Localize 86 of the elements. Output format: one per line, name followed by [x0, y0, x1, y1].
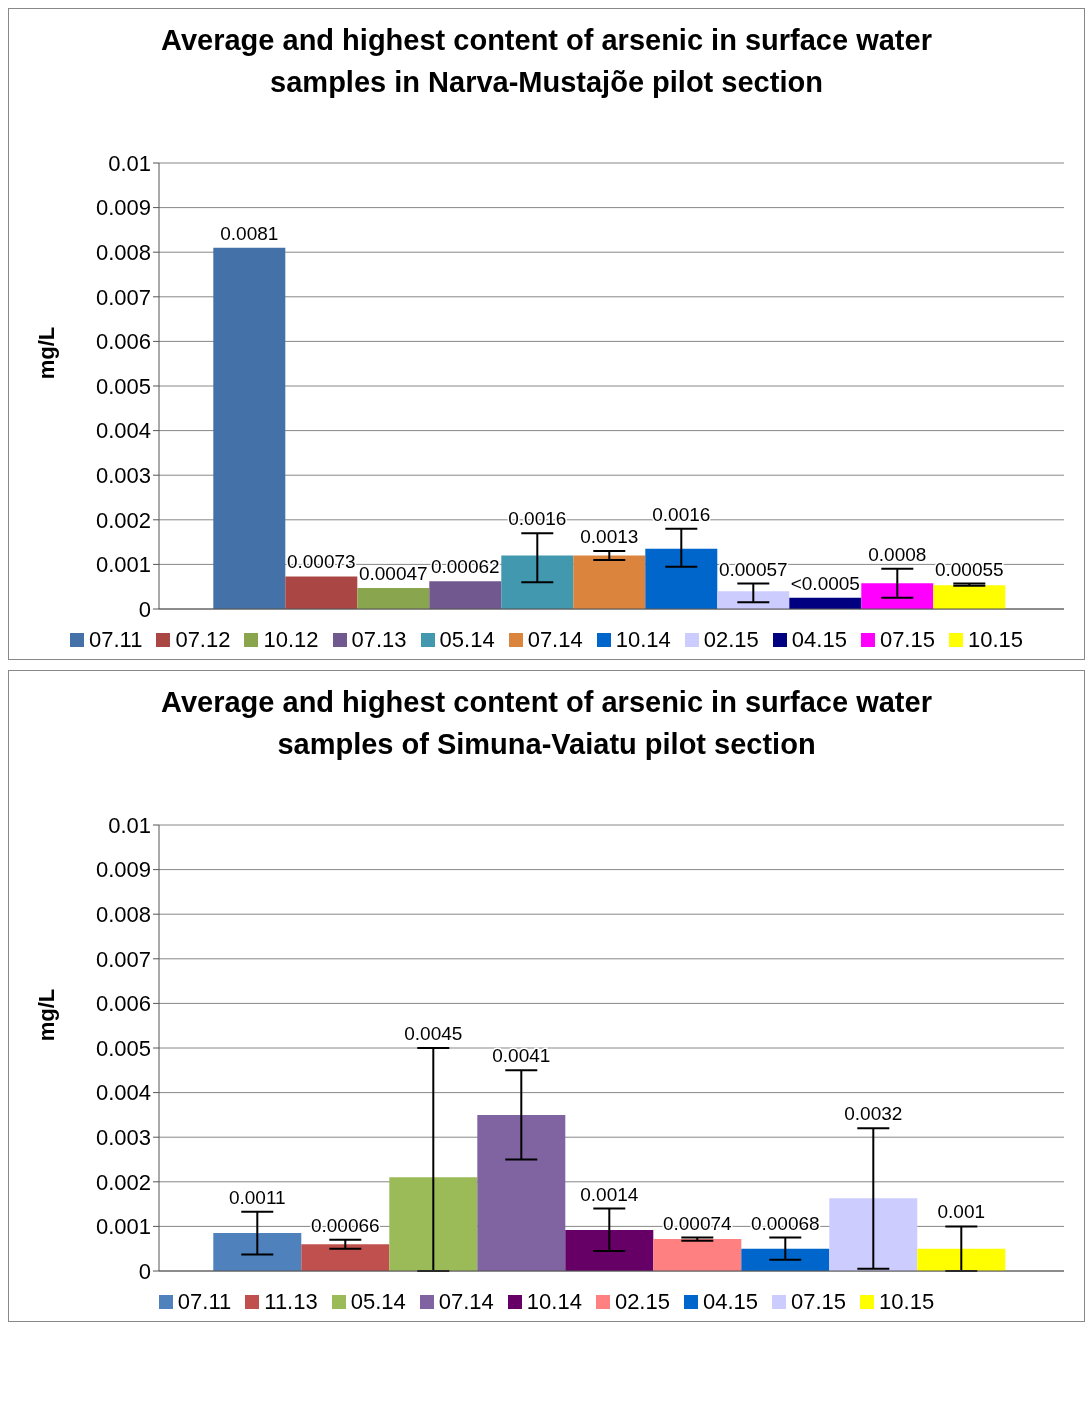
y-tick-label: 0.002 [95, 1169, 151, 1195]
chart-title: Average and highest content of arsenic in surface water samples in Narva-Mustajõe pilot section [160, 23, 933, 101]
legend-label: 10.15 [879, 1289, 935, 1316]
annotation: 0.001 [937, 1201, 986, 1223]
legend-label: 07.11 [177, 1289, 232, 1316]
legend-label: 07.12 [175, 627, 231, 654]
annotation: 0.00068 [750, 1212, 820, 1234]
y-tick-label: 0 [138, 596, 151, 622]
bar [653, 1239, 742, 1272]
bar [477, 1115, 566, 1272]
y-tick-label: 0.003 [95, 463, 151, 489]
y-tick-label: 0.01 [108, 813, 151, 838]
legend-label: 04.15 [791, 627, 847, 654]
y-tick-label: 0.001 [95, 552, 151, 578]
y-tick-label: 0.006 [95, 991, 151, 1017]
annotation: <0.0005 [790, 572, 860, 594]
annotation: 0.0045 [404, 1023, 463, 1045]
y-tick-label: 0.004 [95, 1080, 151, 1106]
bar [501, 555, 574, 610]
chart-title: Average and highest content of arsenic in surface water samples of Simuna-Vaiatu pilot section [160, 685, 933, 763]
legend-label: 11.13 [264, 1289, 318, 1316]
legend-label: 10.12 [263, 627, 319, 654]
y-tick-label: 0.007 [95, 284, 151, 310]
y-tick-label: 0.009 [95, 857, 151, 883]
bar [861, 583, 934, 610]
bar [301, 1244, 390, 1272]
annotation: 0.0016 [508, 508, 567, 530]
annotation: 0.00074 [662, 1212, 733, 1234]
y-tick-label: 0.006 [95, 329, 151, 355]
annotation: 0.00066 [310, 1214, 380, 1236]
bar [357, 588, 430, 610]
annotation: 0.0041 [492, 1045, 551, 1067]
legend-label: 10.15 [967, 627, 1024, 654]
y-tick-label: 0 [138, 1259, 151, 1284]
bar [573, 555, 646, 610]
annotation: 0.0032 [844, 1103, 903, 1125]
legend-label: 04.15 [702, 1289, 759, 1316]
legend-label: 07.14 [438, 1289, 494, 1316]
annotation: 0.0016 [652, 503, 711, 525]
bar [565, 1230, 654, 1272]
y-tick-label: 0.007 [95, 946, 151, 972]
bar [645, 548, 718, 610]
y-tick-label: 0.009 [95, 195, 151, 221]
bar [717, 591, 790, 610]
annotation: 0.0011 [228, 1186, 286, 1208]
bar [741, 1248, 830, 1272]
legend-label: 07.13 [351, 627, 407, 654]
y-tick-label: 0.003 [95, 1125, 151, 1151]
legend-label: 05.14 [439, 627, 495, 654]
legend-label: 10.14 [615, 627, 671, 654]
y-tick-label: 0.002 [95, 507, 151, 533]
legend-label: 02.15 [703, 627, 759, 654]
legend-label: 02.15 [614, 1289, 670, 1316]
bar [829, 1198, 918, 1272]
annotation: 0.00057 [718, 558, 788, 580]
legend-label: 07.14 [527, 627, 583, 654]
bar [429, 581, 502, 610]
y-tick-label: 0.01 [108, 150, 151, 176]
y-axis-title: mg/L [34, 326, 60, 380]
bar [917, 1248, 1006, 1272]
legend-label: 07.15 [791, 1289, 847, 1316]
bar [213, 247, 286, 610]
bar [389, 1177, 478, 1272]
legend-label: 07.15 [879, 627, 935, 654]
legend-label: 05.14 [350, 1289, 406, 1316]
legend-label: 07.11 [88, 627, 143, 654]
annotation: 0.00047 [358, 563, 428, 585]
annotation: 0.0014 [580, 1183, 639, 1205]
y-tick-label: 0.008 [95, 902, 151, 928]
bar [933, 585, 1006, 610]
bar [789, 597, 862, 610]
annotation: 0.00062 [430, 556, 500, 578]
legend-label: 10.14 [526, 1289, 582, 1316]
annotation: 0.0013 [580, 526, 639, 548]
y-tick-label: 0.001 [95, 1214, 151, 1240]
bar [213, 1233, 302, 1272]
annotation: 0.00073 [286, 551, 356, 573]
annotation: 0.0008 [868, 543, 927, 565]
y-tick-label: 0.008 [95, 240, 151, 266]
annotation: 0.00055 [934, 558, 1004, 580]
y-tick-label: 0.004 [95, 418, 151, 444]
bar [285, 576, 358, 610]
y-tick-label: 0.005 [95, 1036, 151, 1061]
y-axis-title: mg/L [34, 988, 60, 1042]
y-tick-label: 0.005 [95, 373, 151, 399]
annotation: 0.0081 [220, 222, 279, 244]
